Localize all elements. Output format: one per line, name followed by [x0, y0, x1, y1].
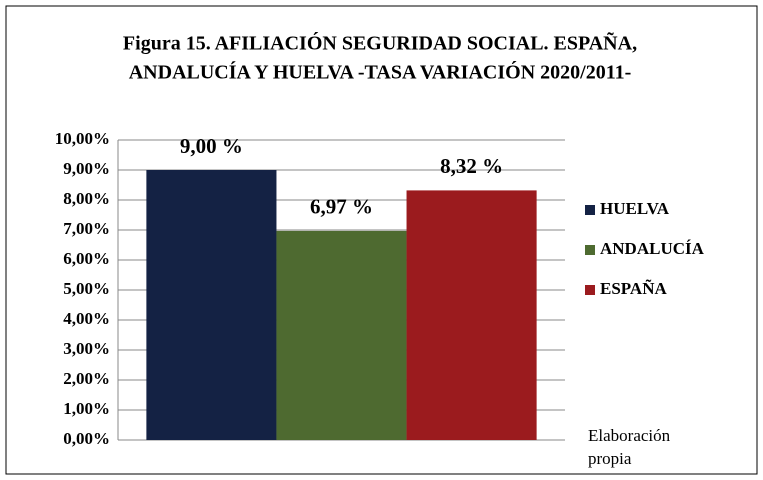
chart-title: ANDALUCÍA Y HUELVA -TASA VARIACIÓN 2020/…: [129, 60, 632, 84]
legend-swatch: [585, 205, 595, 215]
y-tick-label: 2,00%: [63, 369, 110, 388]
y-tick-label: 10,00%: [55, 129, 110, 148]
chart-title: Figura 15. AFILIACIÓN SEGURIDAD SOCIAL. …: [123, 31, 637, 55]
y-tick-label: 1,00%: [63, 399, 110, 418]
annotation: Elaboración: [588, 426, 671, 445]
data-label: 9,00 %: [180, 134, 243, 158]
legend-swatch: [585, 285, 595, 295]
annotation: propia: [588, 449, 632, 468]
y-tick-label: 5,00%: [63, 279, 110, 298]
y-tick-label: 3,00%: [63, 339, 110, 358]
data-label: 6,97 %: [310, 195, 373, 219]
bar: [406, 190, 537, 440]
legend-label: ANDALUCÍA: [600, 239, 705, 258]
y-tick-label: 4,00%: [63, 309, 110, 328]
y-tick-label: 9,00%: [63, 159, 110, 178]
y-tick-label: 6,00%: [63, 249, 110, 268]
legend-swatch: [585, 245, 595, 255]
y-tick-label: 0,00%: [63, 429, 110, 448]
bar: [146, 170, 277, 440]
y-tick-label: 8,00%: [63, 189, 110, 208]
legend-label: HUELVA: [600, 199, 670, 218]
y-tick-label: 7,00%: [63, 219, 110, 238]
legend-label: ESPAÑA: [600, 279, 667, 298]
data-label: 8,32 %: [440, 154, 503, 178]
bar: [276, 230, 407, 440]
